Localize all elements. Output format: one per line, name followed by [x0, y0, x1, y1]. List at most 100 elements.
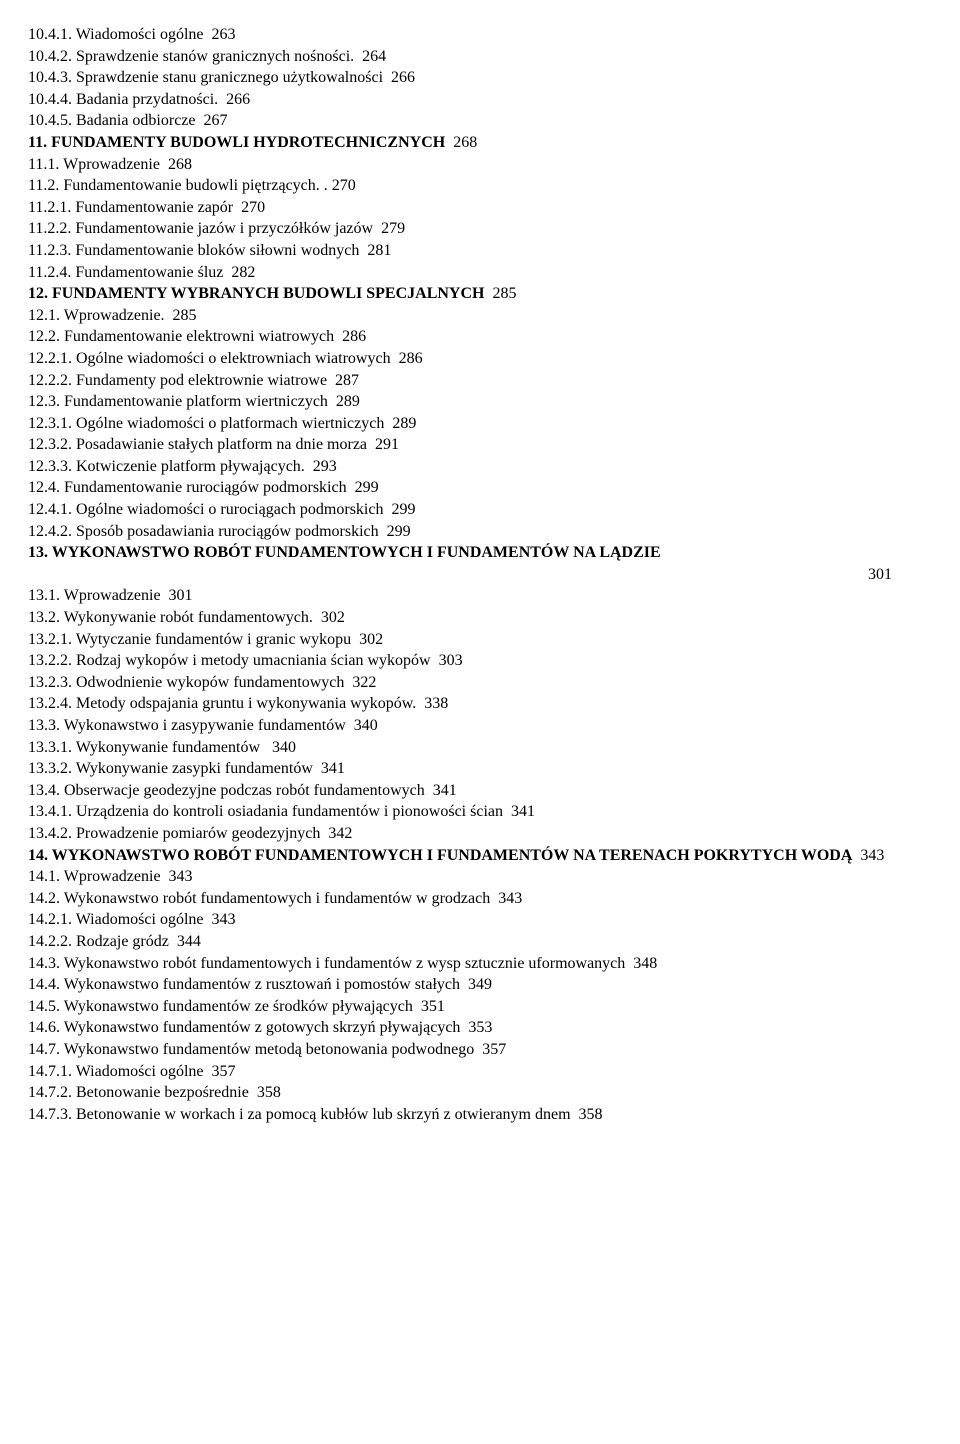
toc-line: 12.3.1. Ogólne wiadomości o platformach …	[28, 413, 932, 435]
toc-entry: 13.4. Obserwacje geodezyjne podczas robó…	[28, 782, 457, 799]
toc-line: 12.3.2. Posadawianie stałych platform na…	[28, 434, 932, 456]
toc-entry: 12.4.2. Sposób posadawiania rurociągów p…	[28, 523, 411, 540]
toc-entry: 13.2.2. Rodzaj wykopów i metody umacnian…	[28, 652, 463, 669]
toc-entry: 14.2.2. Rodzaje gródz 344	[28, 933, 201, 950]
toc-entry: 12.3.1. Ogólne wiadomości o platformach …	[28, 415, 416, 432]
toc-entry: 13.4.1. Urządzenia do kontroli osiadania…	[28, 803, 535, 820]
toc-line: 14.2. Wykonawstwo robót fundamentowych i…	[28, 888, 932, 910]
table-of-contents: 10.4.1. Wiadomości ogólne 263 10.4.2. Spr…	[28, 24, 932, 1125]
toc-line: 14.3. Wykonawstwo robót fundamentowych i…	[28, 953, 932, 975]
toc-entry: 14.4. Wykonawstwo fundamentów z rusztowa…	[28, 976, 492, 993]
toc-heading: 13. WYKONAWSTWO ROBÓT FUNDAMENTOWYCH I F…	[28, 544, 661, 561]
toc-entry: 14.6. Wykonawstwo fundamentów z gotowych…	[28, 1019, 492, 1036]
toc-entry: 10.4.5. Badania odbiorcze 267	[28, 112, 228, 129]
toc-entry: 11.2.4. Fundamentowanie śluz 282	[28, 264, 255, 281]
toc-line: 14.2.2. Rodzaje gródz 344	[28, 931, 932, 953]
toc-entry: 13.1. Wprowadzenie 301	[28, 587, 193, 604]
toc-line: 12.1. Wprowadzenie. 285	[28, 305, 932, 327]
toc-entry: 13.4.2. Prowadzenie pomiarów geodezyjnyc…	[28, 825, 352, 842]
toc-line: 10.4.3. Sprawdzenie stanu granicznego uż…	[28, 67, 932, 89]
toc-heading: 12. FUNDAMENTY WYBRANYCH BUDOWLI SPECJAL…	[28, 285, 484, 302]
toc-line: 12. FUNDAMENTY WYBRANYCH BUDOWLI SPECJAL…	[28, 283, 932, 305]
toc-entry: 14.7. Wykonawstwo fundamentów metodą bet…	[28, 1041, 506, 1058]
toc-entry: 11.2. Fundamentowanie budowli piętrzącyc…	[28, 177, 356, 194]
toc-entry: 14.7.3. Betonowanie w workach i za pomoc…	[28, 1106, 603, 1123]
toc-line: 13.2.2. Rodzaj wykopów i metody umacnian…	[28, 650, 932, 672]
toc-line: 13.3.1. Wykonywanie fundamentów 340	[28, 737, 932, 759]
toc-entry: 12.2.2. Fundamenty pod elektrownie wiatr…	[28, 372, 359, 389]
toc-entry: 11.2.2. Fundamentowanie jazów i przyczół…	[28, 220, 405, 237]
toc-entry: 13.2.3. Odwodnienie wykopów fundamentowy…	[28, 674, 376, 691]
toc-entry: 13.3.2. Wykonywanie zasypki fundamentów …	[28, 760, 345, 777]
toc-entry: 11.2.3. Fundamentowanie bloków siłowni w…	[28, 242, 391, 259]
toc-line: 11.2.4. Fundamentowanie śluz 282	[28, 262, 932, 284]
toc-line: 10.4.1. Wiadomości ogólne 263	[28, 24, 932, 46]
toc-entry: 14.5. Wykonawstwo fundamentów ze środków…	[28, 998, 445, 1015]
toc-entry: 14.1. Wprowadzenie 343	[28, 868, 193, 885]
toc-line: 13.2.3. Odwodnienie wykopów fundamentowy…	[28, 672, 932, 694]
toc-line: 14.7.2. Betonowanie bezpośrednie 358	[28, 1082, 932, 1104]
toc-line: 10.4.2. Sprawdzenie stanów granicznych n…	[28, 46, 932, 68]
toc-entry: 301	[868, 566, 892, 583]
toc-entry: 12.2.1. Ogólne wiadomości o elektrowniac…	[28, 350, 423, 367]
toc-entry: 12.2. Fundamentowanie elektrowni wiatrow…	[28, 328, 366, 345]
toc-entry: 12.4. Fundamentowanie rurociągów podmors…	[28, 479, 379, 496]
toc-entry: 11.2.1. Fundamentowanie zapór 270	[28, 199, 265, 216]
toc-line: 11. FUNDAMENTY BUDOWLI HYDROTECHNICZNYCH…	[28, 132, 932, 154]
toc-line: 11.2.3. Fundamentowanie bloków siłowni w…	[28, 240, 932, 262]
toc-line: 10.4.4. Badania przydatności. 266	[28, 89, 932, 111]
toc-line: 301	[28, 564, 932, 586]
toc-entry: 13.3.1. Wykonywanie fundamentów 340	[28, 739, 296, 756]
toc-entry: 10.4.2. Sprawdzenie stanów granicznych n…	[28, 48, 386, 65]
toc-line: 14.4. Wykonawstwo fundamentów z rusztowa…	[28, 974, 932, 996]
toc-page-number: 268	[445, 134, 477, 151]
toc-line: 13.2.4. Metody odspajania gruntu i wykon…	[28, 693, 932, 715]
toc-line: 12.4.2. Sposób posadawiania rurociągów p…	[28, 521, 932, 543]
toc-heading: 14. WYKONAWSTWO ROBÓT FUNDAMENTOWYCH I F…	[28, 847, 852, 864]
toc-line: 12.2. Fundamentowanie elektrowni wiatrow…	[28, 326, 932, 348]
toc-entry: 14.7.2. Betonowanie bezpośrednie 358	[28, 1084, 281, 1101]
toc-entry: 14.3. Wykonawstwo robót fundamentowych i…	[28, 955, 657, 972]
toc-line: 13.3.2. Wykonywanie zasypki fundamentów …	[28, 758, 932, 780]
toc-entry: 13.2.1. Wytyczanie fundamentów i granic …	[28, 631, 383, 648]
toc-line: 14.7.3. Betonowanie w workach i za pomoc…	[28, 1104, 932, 1126]
toc-line: 12.3.3. Kotwiczenie platform pływających…	[28, 456, 932, 478]
toc-entry: 12.3.3. Kotwiczenie platform pływających…	[28, 458, 337, 475]
toc-line: 12.2.1. Ogólne wiadomości o elektrowniac…	[28, 348, 932, 370]
toc-entry: 14.2.1. Wiadomości ogólne 343	[28, 911, 235, 928]
toc-line: 13.4.1. Urządzenia do kontroli osiadania…	[28, 801, 932, 823]
toc-entry: 14.7.1. Wiadomości ogólne 357	[28, 1063, 235, 1080]
toc-entry: 13.2.4. Metody odspajania gruntu i wykon…	[28, 695, 448, 712]
toc-line: 13.4. Obserwacje geodezyjne podczas robó…	[28, 780, 932, 802]
toc-line: 13.2. Wykonywanie robót fundamentowych. …	[28, 607, 932, 629]
toc-heading: 11. FUNDAMENTY BUDOWLI HYDROTECHNICZNYCH	[28, 134, 445, 151]
toc-entry: 11.1. Wprowadzenie 268	[28, 156, 192, 173]
toc-entry: 10.4.1. Wiadomości ogólne 263	[28, 26, 235, 43]
toc-entry: 10.4.3. Sprawdzenie stanu granicznego uż…	[28, 69, 415, 86]
toc-line: 11.1. Wprowadzenie 268	[28, 154, 932, 176]
toc-line: 12.4.1. Ogólne wiadomości o rurociągach …	[28, 499, 932, 521]
toc-line: 14.7. Wykonawstwo fundamentów metodą bet…	[28, 1039, 932, 1061]
toc-page-number: 285	[484, 285, 516, 302]
toc-entry: 14.2. Wykonawstwo robót fundamentowych i…	[28, 890, 522, 907]
toc-line: 12.4. Fundamentowanie rurociągów podmors…	[28, 477, 932, 499]
toc-page-number: 343	[852, 847, 884, 864]
toc-line: 11.2.2. Fundamentowanie jazów i przyczół…	[28, 218, 932, 240]
toc-line: 14.5. Wykonawstwo fundamentów ze środków…	[28, 996, 932, 1018]
toc-entry: 12.4.1. Ogólne wiadomości o rurociągach …	[28, 501, 415, 518]
toc-line: 12.2.2. Fundamenty pod elektrownie wiatr…	[28, 370, 932, 392]
toc-line: 14.2.1. Wiadomości ogólne 343	[28, 909, 932, 931]
toc-line: 14.7.1. Wiadomości ogólne 357	[28, 1061, 932, 1083]
toc-line: 10.4.5. Badania odbiorcze 267	[28, 110, 932, 132]
toc-line: 11.2.1. Fundamentowanie zapór 270	[28, 197, 932, 219]
toc-line: 12.3. Fundamentowanie platform wiertnicz…	[28, 391, 932, 413]
toc-entry: 13.3. Wykonawstwo i zasypywanie fundamen…	[28, 717, 378, 734]
toc-line: 13.3. Wykonawstwo i zasypywanie fundamen…	[28, 715, 932, 737]
toc-line: 14.1. Wprowadzenie 343	[28, 866, 932, 888]
toc-line: 14. WYKONAWSTWO ROBÓT FUNDAMENTOWYCH I F…	[28, 845, 932, 867]
toc-entry: 12.3. Fundamentowanie platform wiertnicz…	[28, 393, 360, 410]
toc-entry: 10.4.4. Badania przydatności. 266	[28, 91, 250, 108]
toc-entry: 13.2. Wykonywanie robót fundamentowych. …	[28, 609, 345, 626]
toc-entry: 12.3.2. Posadawianie stałych platform na…	[28, 436, 399, 453]
toc-line: 13.2.1. Wytyczanie fundamentów i granic …	[28, 629, 932, 651]
